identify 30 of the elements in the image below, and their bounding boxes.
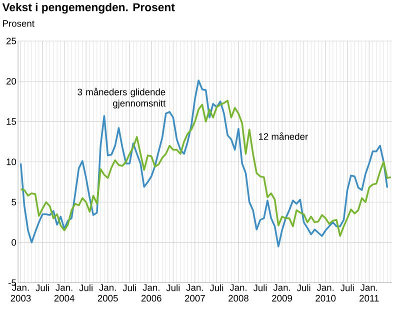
- x-tick-label: Juli: [122, 284, 136, 292]
- line-series: [20, 100, 392, 237]
- x-tick-label: Jan. 2010: [316, 284, 336, 302]
- y-tick-label: 15: [6, 118, 16, 125]
- y-tick-label: 10: [6, 158, 16, 166]
- x-tick-label: Jan. 2009: [272, 284, 292, 302]
- x-tick-label: Juli: [253, 284, 267, 292]
- x-tick-label: Jan. 2006: [141, 284, 162, 302]
- x-tick-label: Juli: [210, 284, 224, 292]
- x-tick-label: Jan. 2005: [98, 284, 118, 302]
- series-label: 12 måneder: [258, 132, 308, 140]
- x-tick-label: Jan. 2011: [360, 284, 379, 302]
- y-tick-label: 20: [6, 78, 16, 85]
- y-axis-title: Prosent: [3, 20, 34, 27]
- x-tick-label: Juli: [79, 284, 92, 292]
- y-tick-label: 0: [12, 239, 16, 246]
- x-tick-label: Jan. 2004: [54, 284, 74, 302]
- y-tick-label: 25: [6, 38, 16, 44]
- series-label: 3 måneders glidende gjennomsnitt: [78, 88, 166, 108]
- line-series: [20, 80, 388, 248]
- x-tick-label: Juli: [340, 284, 354, 292]
- y-tick-label: -5: [8, 279, 16, 286]
- x-tick-label: Juli: [296, 284, 310, 292]
- y-tick-label: 5: [12, 198, 16, 206]
- x-tick-label: Juli: [36, 284, 49, 292]
- x-tick-label: Jan. 2008: [228, 284, 248, 302]
- chart-title: Vekst i pengemengden. Prosent: [2, 2, 175, 14]
- x-tick-label: Jan. 2003: [10, 284, 31, 302]
- x-tick-label: Juli: [166, 284, 180, 292]
- x-tick-label: Jan. 2007: [185, 284, 205, 302]
